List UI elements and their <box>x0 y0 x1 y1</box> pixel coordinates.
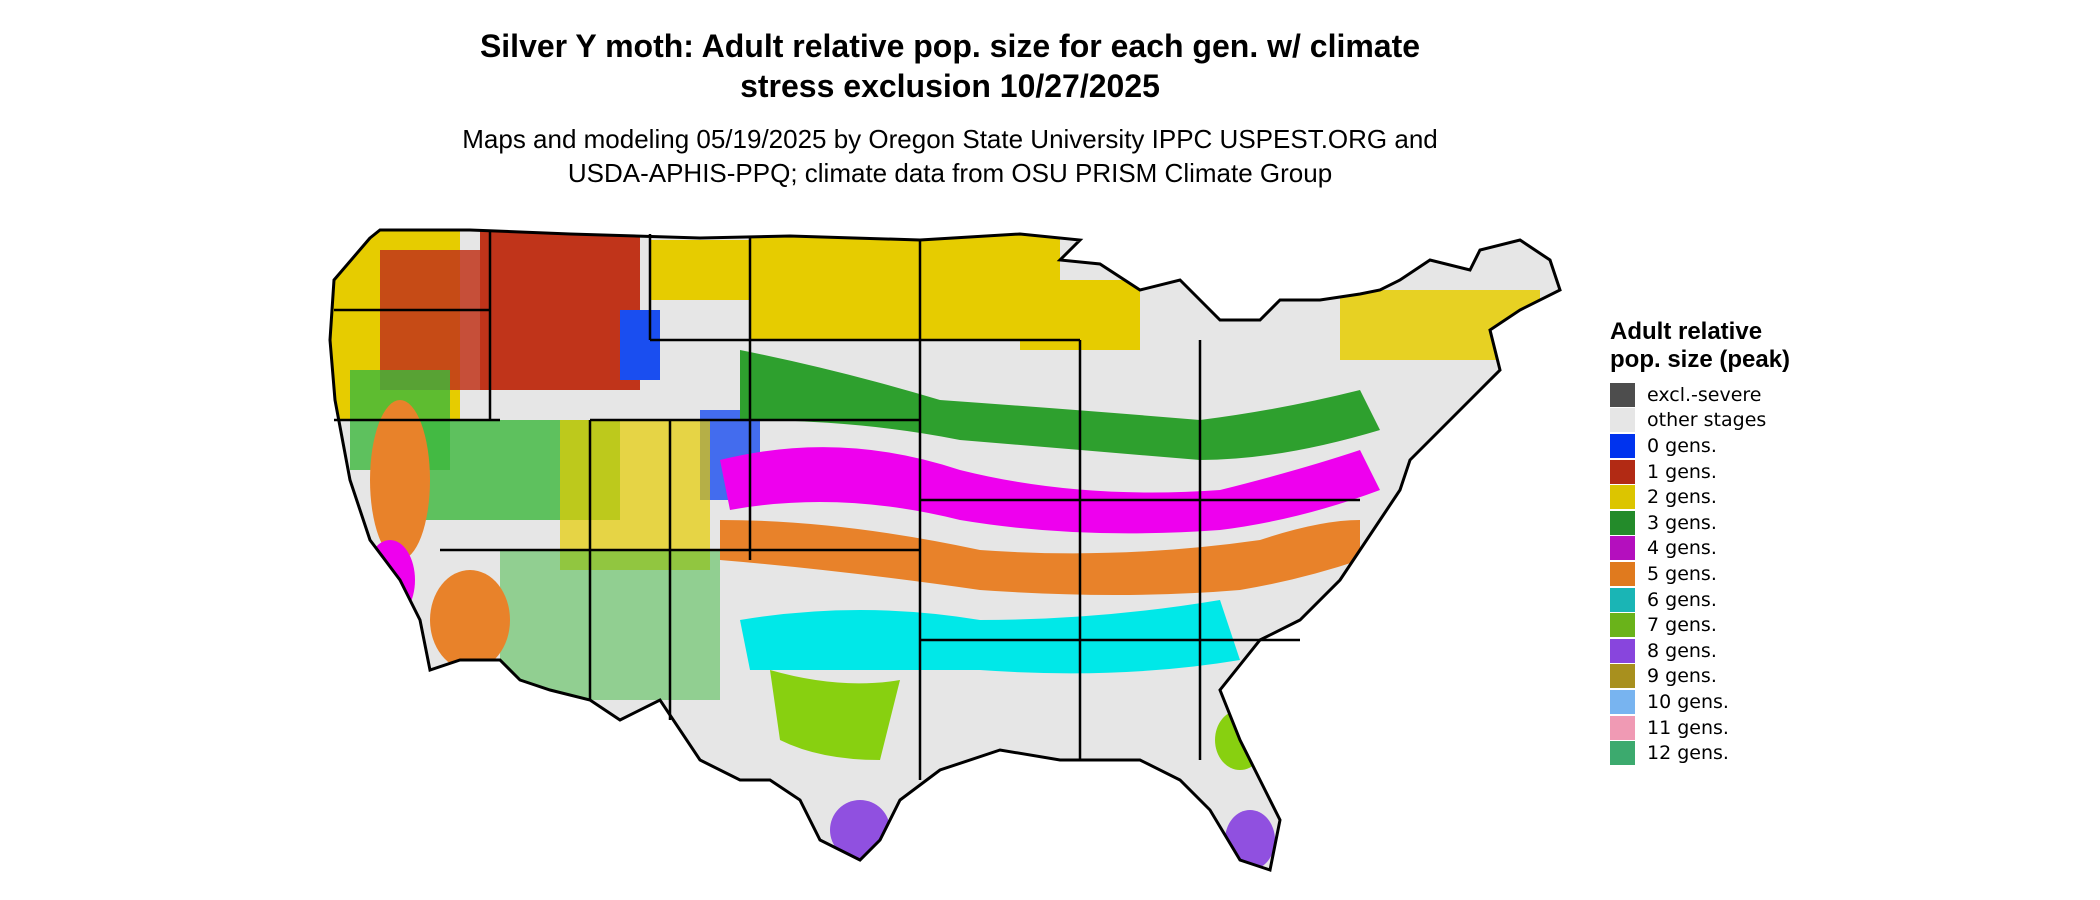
legend-swatch <box>1610 613 1635 638</box>
legend-item: 0 gens. <box>1610 433 1810 459</box>
region-sw-green <box>500 550 720 700</box>
legend-title: Adult relative pop. size (peak) <box>1610 318 1791 373</box>
legend-item: 9 gens. <box>1610 664 1810 690</box>
map-title: Silver Y moth: Adult relative pop. size … <box>0 26 1900 106</box>
legend-swatch <box>1610 536 1635 561</box>
legend-item: excl.-severe <box>1610 382 1810 408</box>
legend-label: 8 gens. <box>1647 639 1717 662</box>
region-ne-yellow <box>1340 290 1540 360</box>
legend-swatch <box>1610 408 1635 433</box>
legend-label: 2 gens. <box>1647 486 1717 509</box>
legend-swatch <box>1610 587 1635 612</box>
region-gulf-lime <box>770 670 900 760</box>
legend-item: 8 gens. <box>1610 638 1810 664</box>
legend-label: 0 gens. <box>1647 434 1717 457</box>
legend-swatch <box>1610 510 1635 535</box>
legend-item: 3 gens. <box>1610 510 1810 536</box>
region-fl-purple <box>1225 810 1275 870</box>
legend-label: 12 gens. <box>1647 742 1729 765</box>
legend-swatch <box>1610 715 1635 740</box>
legend-label: 6 gens. <box>1647 588 1717 611</box>
legend-item: 1 gens. <box>1610 459 1810 485</box>
region-cyan-band <box>740 600 1240 674</box>
legend-swatch <box>1610 689 1635 714</box>
region-magenta-band <box>720 447 1380 534</box>
us-generations-map <box>328 228 1562 872</box>
region-midwest-green <box>740 350 1380 460</box>
title-line-1: Silver Y moth: Adult relative pop. size … <box>479 28 1421 64</box>
region-mt-blue <box>620 310 660 380</box>
legend-item: 4 gens. <box>1610 536 1810 562</box>
legend-swatch <box>1610 561 1635 586</box>
legend: Adult relative pop. size (peak) excl.-se… <box>1610 318 1810 766</box>
legend-label: 5 gens. <box>1647 562 1717 585</box>
legend-label: other stages <box>1647 409 1767 432</box>
state-boundaries <box>334 230 1360 780</box>
legend-swatch <box>1610 741 1635 766</box>
region-sw-yellow <box>560 420 710 570</box>
legend-item: other stages <box>1610 408 1810 434</box>
legend-label: 11 gens. <box>1647 716 1729 739</box>
legend-label: 9 gens. <box>1647 665 1717 688</box>
legend-item: 12 gens. <box>1610 740 1810 766</box>
legend-item: 2 gens. <box>1610 484 1810 510</box>
legend-label: 10 gens. <box>1647 690 1729 713</box>
legend-label: excl.-severe <box>1647 383 1762 406</box>
legend-items: excl.-severe other stages 0 gens. 1 gens. 2 … <box>1610 382 1810 766</box>
legend-label: 3 gens. <box>1647 511 1717 534</box>
region-az-orange <box>430 570 510 670</box>
legend-swatch <box>1610 485 1635 510</box>
subtitle-line-1: Maps and modeling 05/19/2025 by Oregon S… <box>462 124 1438 154</box>
region-mi-yellow <box>1020 280 1140 350</box>
subtitle-line-2: USDA-APHIS-PPQ; climate data from OSU PR… <box>567 158 1333 188</box>
legend-swatch <box>1610 459 1635 484</box>
legend-item: 5 gens. <box>1610 561 1810 587</box>
us-outline <box>328 228 1562 872</box>
legend-item: 6 gens. <box>1610 587 1810 613</box>
map-land <box>330 230 1560 870</box>
legend-label: 4 gens. <box>1647 537 1717 560</box>
legend-swatch <box>1610 382 1635 407</box>
legend-label: 7 gens. <box>1647 614 1717 637</box>
region-ca-magenta <box>365 540 415 620</box>
legend-label: 1 gens. <box>1647 460 1717 483</box>
legend-swatch <box>1610 433 1635 458</box>
title-line-2: stress exclusion 10/27/2025 <box>740 68 1160 104</box>
legend-item: 10 gens. <box>1610 689 1810 715</box>
legend-item: 11 gens. <box>1610 715 1810 741</box>
legend-item: 7 gens. <box>1610 612 1810 638</box>
region-ca-orange <box>370 400 430 560</box>
region-plains-yellow <box>750 230 1060 340</box>
legend-swatch <box>1610 638 1635 663</box>
region-mt-red <box>480 230 640 390</box>
legend-swatch <box>1610 664 1635 689</box>
map-subtitle: Maps and modeling 05/19/2025 by Oregon S… <box>0 122 1900 190</box>
